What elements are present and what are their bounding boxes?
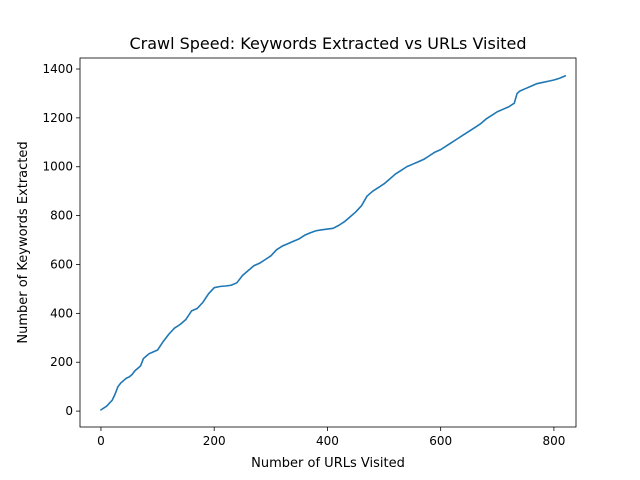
chart-title: Crawl Speed: Keywords Extracted vs URLs … [129,34,526,53]
x-tick-label: 200 [203,434,226,448]
series-line [100,75,567,411]
y-tick-label: 600 [50,257,73,271]
y-axis: 0 200 400 600 800 1000 1200 1400 [42,62,80,418]
y-tick-label: 200 [50,355,73,369]
x-tick-label: 600 [429,434,452,448]
y-tick-label: 1400 [42,62,73,76]
plot-frame [79,57,577,428]
plot-area [100,75,567,411]
x-tick-label: 0 [97,434,105,448]
y-tick-label: 400 [50,306,73,320]
x-axis-label: Number of URLs Visited [251,456,405,471]
y-tick-label: 0 [65,404,73,418]
x-axis: 0 200 400 600 800 [97,427,565,448]
y-tick-label: 1200 [42,111,73,125]
x-tick-label: 800 [542,434,565,448]
y-tick-label: 800 [50,209,73,223]
y-tick-label: 1000 [42,160,73,174]
x-tick-label: 400 [316,434,339,448]
y-axis-label: Number of Keywords Extracted [16,141,31,343]
